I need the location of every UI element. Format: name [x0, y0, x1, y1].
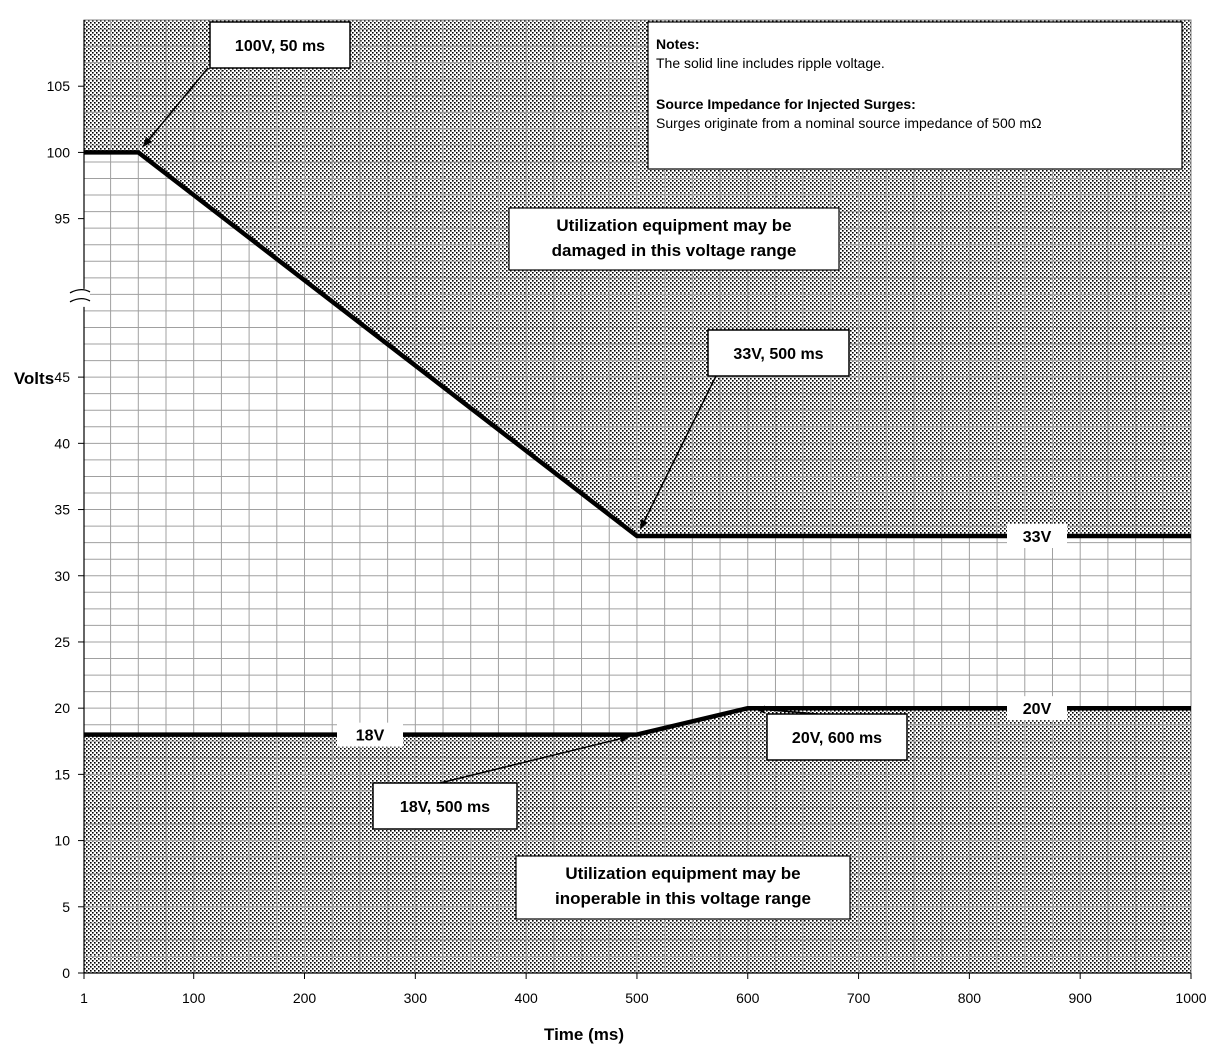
notes-subtitle: Source Impedance for Injected Surges:: [656, 96, 916, 112]
axis-break-mask: [68, 288, 90, 307]
lower-line-label-left-bg: [337, 722, 403, 747]
y-tick-label: 0: [62, 965, 70, 981]
y-tick-label: 100: [47, 144, 71, 160]
callout-arrow: [439, 734, 631, 784]
lower-line-label-left: 18V: [356, 728, 385, 745]
callout-arrow: [142, 67, 209, 148]
callout-label: 33V, 500 ms: [733, 346, 823, 363]
y-tick-label: 25: [54, 634, 70, 650]
lower-line-label-right: 20V: [1023, 701, 1052, 718]
callout-label: 100V, 50 ms: [235, 38, 325, 55]
callout-label: 18V, 500 ms: [400, 799, 490, 816]
upper-limit-line: [84, 150, 1191, 539]
notes-line-1: The solid line includes ripple voltage.: [656, 55, 885, 71]
x-tick-label: 900: [1069, 990, 1093, 1006]
y-tick-label: 95: [54, 211, 70, 227]
y-tick-label: 40: [54, 435, 70, 451]
y-tick-label: 30: [54, 568, 70, 584]
callout-box: [209, 21, 351, 69]
notes-box: [647, 21, 1183, 170]
callout-box: [372, 782, 518, 830]
region-label: inoperable in this voltage range: [555, 889, 811, 908]
callout-arrow: [754, 705, 819, 715]
y-tick-label: 105: [47, 78, 71, 94]
notes-line-2: Surges originate from a nominal source i…: [656, 115, 1042, 131]
x-tick-label: 400: [514, 990, 538, 1006]
plot-frame: [83, 19, 1192, 974]
x-axis-title: Time (ms): [544, 1025, 624, 1044]
x-tick-label: 700: [847, 990, 871, 1006]
region-label: damaged in this voltage range: [552, 241, 797, 260]
axis-break-mark: [69, 297, 91, 303]
y-axis-title: Volts: [14, 369, 54, 388]
callout-label: 20V, 600 ms: [792, 730, 882, 747]
y-tick-label: 20: [54, 700, 70, 716]
callout-box: [707, 329, 850, 377]
x-tick-label: 800: [958, 990, 982, 1006]
x-tick-label: 100: [182, 990, 206, 1006]
upper-line-label: 33V: [1023, 529, 1052, 546]
lower-line-label-right-bg: [1007, 696, 1067, 721]
axes: 0 5 10 15 20 25 30 35 40 45 95 100 105 1 100 200 300 400 5…: [47, 78, 1207, 1006]
region-box: [515, 855, 851, 920]
y-tick-label: 5: [62, 899, 70, 915]
callout-box: [766, 713, 908, 761]
y-tick-label: 45: [54, 369, 70, 385]
notes-title: Notes:: [656, 36, 700, 52]
region-box: [508, 207, 840, 271]
region-label: Utilization equipment may be: [556, 216, 791, 235]
y-tick-label: 10: [54, 833, 70, 849]
upper-line-label-bg: [1007, 524, 1067, 549]
callout-arrow: [639, 375, 717, 530]
x-tick-label: 200: [293, 990, 317, 1006]
annotations: 33V 18V 20V 100V, 50 ms 33V, 500 ms 18V, 500 …: [142, 21, 1183, 920]
x-tick-label: 500: [625, 990, 649, 1006]
x-tick-label: 1000: [1175, 990, 1206, 1006]
x-tick-label: 1: [80, 990, 88, 1006]
x-tick-label: 300: [404, 990, 428, 1006]
region-label: Utilization equipment may be: [565, 864, 800, 883]
y-tick-label: 35: [54, 502, 70, 518]
axis-break-mark: [69, 288, 91, 294]
x-tick-label: 600: [736, 990, 760, 1006]
y-tick-label: 15: [54, 766, 70, 782]
